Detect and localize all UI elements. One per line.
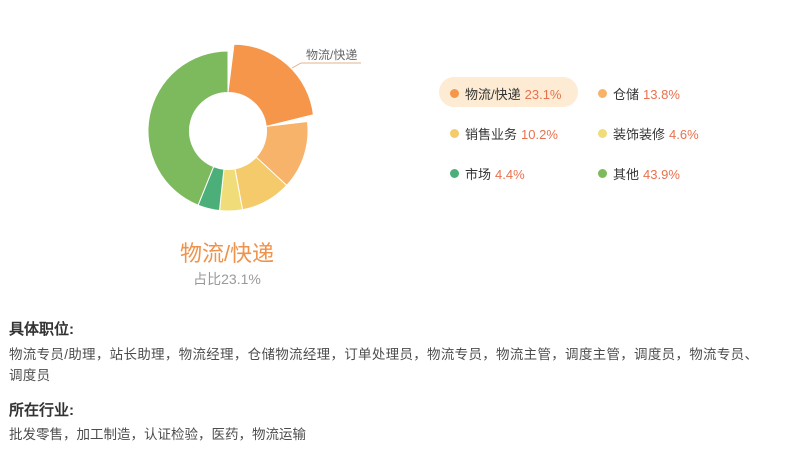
svg-text:物流/快递: 物流/快递 bbox=[306, 48, 357, 62]
